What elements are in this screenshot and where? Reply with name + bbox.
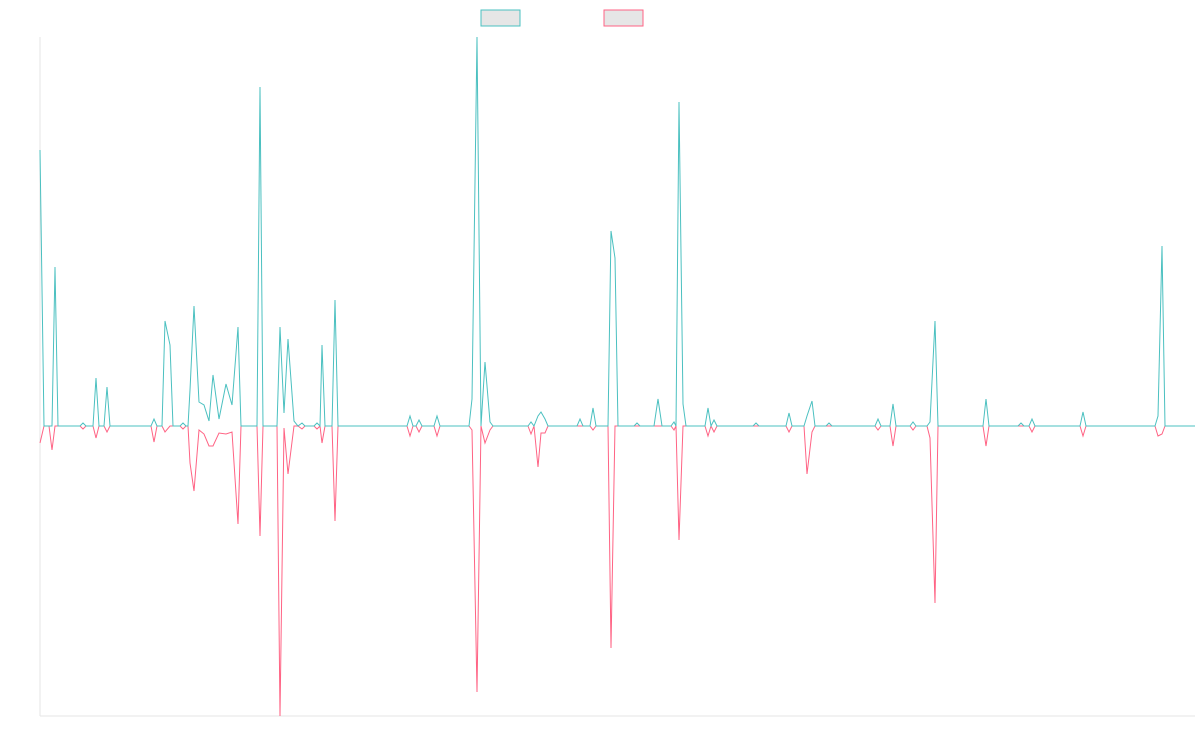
legend-swatch [480,9,521,27]
legend-swatch [603,9,644,27]
series-line [39,36,1195,428]
series-line [39,424,1195,717]
